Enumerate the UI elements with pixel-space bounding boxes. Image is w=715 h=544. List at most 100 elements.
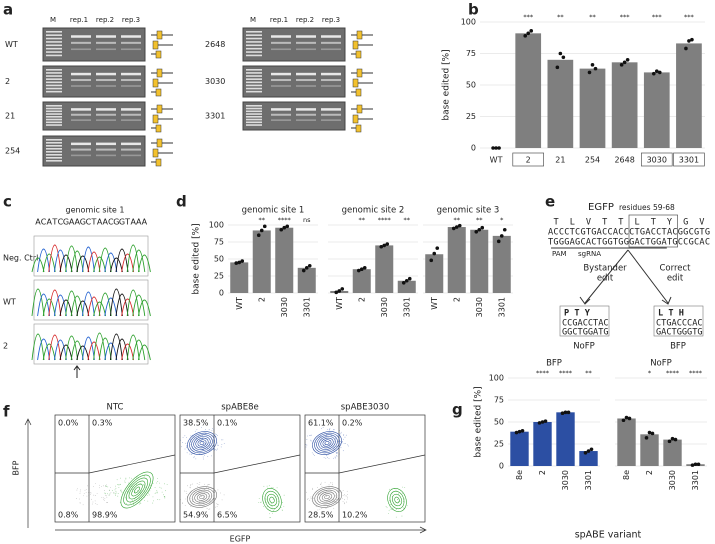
event-dot [160, 487, 162, 489]
event-dot [88, 495, 90, 497]
replicate-point [457, 223, 462, 228]
event-dot [190, 444, 192, 446]
plot-title: spABE3030 [341, 403, 389, 413]
plot-frame [179, 414, 301, 523]
event-dot [325, 495, 327, 497]
event-dot [320, 436, 322, 438]
event-dot [210, 449, 212, 451]
ladder-band [246, 116, 262, 118]
replicate-point [362, 266, 367, 270]
lane-label: M [250, 16, 256, 24]
bar [643, 72, 670, 148]
y-tick-label: 75 [466, 49, 476, 58]
gel-band [96, 79, 116, 82]
schematic [156, 138, 163, 148]
significance: **** [536, 369, 550, 377]
gel-band [71, 142, 91, 146]
event-dot [392, 507, 394, 509]
gel-band [296, 48, 316, 51]
event-dot [283, 505, 285, 507]
event-dot [181, 446, 183, 448]
trace-peak [65, 335, 79, 361]
contour [394, 496, 400, 504]
x-tick-label: 2 [357, 297, 366, 302]
event-dot [326, 456, 328, 458]
event-dot [342, 495, 344, 497]
event-dot [276, 487, 278, 489]
schematic [355, 50, 362, 59]
event-dot [101, 485, 102, 487]
event-dot [190, 441, 192, 443]
event-dot [330, 482, 331, 484]
ladder-band [246, 47, 262, 50]
event-dot [136, 484, 137, 485]
event-dot [306, 439, 308, 440]
gel-band [321, 85, 341, 87]
event-dot [333, 429, 335, 431]
x-tick-label: WT [335, 297, 344, 310]
replicate-point [499, 234, 504, 238]
facet-title: genomic site 1 [242, 206, 305, 216]
replicate-point [561, 55, 566, 60]
event-dot [398, 493, 400, 495]
bar [676, 43, 702, 148]
event-dot [342, 490, 344, 492]
event-dot [106, 486, 107, 487]
event-dot [185, 490, 187, 492]
event-dot [139, 492, 141, 493]
replicate-point [523, 34, 528, 38]
bar [297, 267, 316, 293]
contour [195, 437, 209, 449]
event-dot [195, 447, 197, 448]
event-dot [115, 492, 117, 494]
base-letter: C [41, 218, 47, 227]
ladder-band [46, 31, 62, 33]
y-axis-label: base edited [%] [442, 49, 452, 120]
replicate-point [279, 227, 284, 232]
replicate-point [494, 146, 498, 150]
event-dot [104, 492, 106, 494]
base-letter: A [69, 218, 75, 227]
x-tick-label: 3301 [402, 297, 411, 317]
gel-band [296, 35, 316, 38]
contour [314, 488, 340, 506]
y-axis-label: base edited [%] [192, 223, 202, 294]
event-dot [200, 496, 202, 497]
x-tick-label: 3030 [280, 297, 289, 317]
ladder-band [46, 44, 62, 47]
event-dot [110, 492, 112, 494]
gel-band [271, 41, 291, 44]
event-dot [130, 502, 132, 504]
replicate-point [474, 230, 479, 234]
residue: L [635, 218, 640, 228]
event-dot [205, 429, 206, 430]
replicate-point [696, 462, 701, 467]
base-letter: G [113, 218, 119, 227]
event-dot [266, 485, 268, 487]
event-dot [95, 495, 96, 496]
event-dot [310, 440, 312, 442]
gate [55, 454, 176, 474]
trace-peak [70, 340, 84, 361]
event-dot [91, 503, 93, 505]
event-dot [193, 456, 195, 458]
event-dot [129, 489, 130, 491]
trace-peak [59, 299, 73, 317]
event-dot [143, 475, 145, 477]
trace-peak [42, 253, 56, 273]
event-dot [88, 494, 90, 496]
ladder-band [46, 37, 62, 40]
significance: **** [666, 369, 680, 377]
y-tick-label: 100 [461, 18, 476, 27]
y-tick-label: 0 [219, 289, 224, 298]
event-dot [202, 456, 204, 458]
trace-peak [126, 334, 140, 361]
event-dot [187, 485, 188, 487]
event-dot [325, 437, 327, 439]
event-dot [119, 501, 121, 503]
event-dot [147, 500, 149, 502]
ladder-band [46, 145, 62, 147]
event-dot [323, 449, 325, 451]
dna-strand: CCGACCTAC [562, 319, 609, 329]
replicate-point [432, 251, 437, 256]
